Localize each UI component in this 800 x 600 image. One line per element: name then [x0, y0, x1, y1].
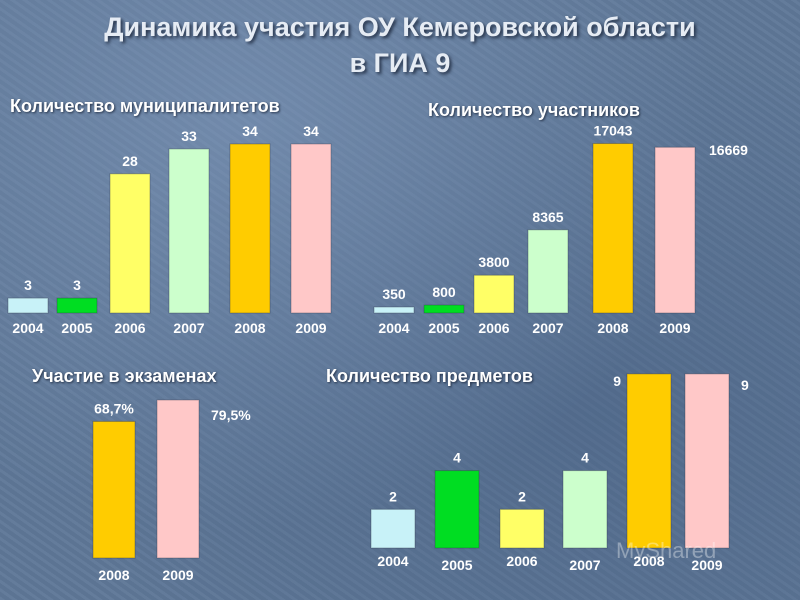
bar-municipalities-2008	[229, 143, 271, 314]
bar-participants-2006	[473, 274, 515, 314]
chart-title-participants: Количество участников	[428, 100, 640, 120]
bar-subjects-2004	[370, 508, 416, 549]
category-label-participants-2007: 2007	[532, 320, 563, 336]
category-label-municipalities-2009: 2009	[295, 320, 326, 336]
value-label-participants-2007: 8365	[532, 209, 563, 225]
value-label-participants-2008: 17043	[594, 123, 633, 139]
chart-subjects: 2 2004 4 2005 2 2006 4 2007 9 2008 9 2009	[370, 373, 749, 573]
bar-exam-2008	[92, 420, 136, 559]
bar-subjects-2009	[684, 373, 730, 549]
value-label-subjects-2007: 4	[581, 450, 589, 466]
chart-exam: 68,7% 2008 79,5% 2009	[92, 399, 251, 583]
value-label-subjects-2004: 2	[389, 488, 397, 504]
value-label-municipalities-2009: 34	[303, 123, 319, 139]
bar-participants-2009	[654, 146, 696, 314]
category-label-municipalities-2006: 2006	[114, 320, 145, 336]
value-label-participants-2006: 3800	[478, 254, 509, 270]
value-label-subjects-2006: 2	[518, 488, 526, 504]
category-label-subjects-2004: 2004	[377, 553, 408, 569]
category-label-participants-2004: 2004	[378, 320, 409, 336]
page-title: Динамика участия ОУ Кемеровской области	[104, 12, 696, 42]
bar-municipalities-2009	[290, 143, 332, 314]
watermark-text: MyShared	[616, 538, 717, 563]
page-subtitle: в ГИА 9	[349, 48, 451, 78]
category-label-municipalities-2004: 2004	[12, 320, 43, 336]
bar-subjects-2005	[434, 470, 480, 549]
category-label-participants-2006: 2006	[478, 320, 509, 336]
bar-participants-2004	[373, 306, 415, 314]
category-label-participants-2009: 2009	[659, 320, 690, 336]
category-label-subjects-2008: 2008	[633, 553, 664, 569]
bar-municipalities-2007	[168, 148, 210, 314]
category-label-subjects-2006: 2006	[506, 553, 537, 569]
bar-municipalities-2004	[7, 297, 49, 314]
bar-municipalities-2005	[56, 297, 98, 314]
chart-title-municipalities: Количество муниципалитетов	[10, 96, 280, 116]
value-label-exam-2008: 68,7%	[94, 400, 134, 416]
category-label-municipalities-2008: 2008	[234, 320, 265, 336]
value-label-participants-2005: 800	[432, 284, 456, 300]
value-label-municipalities-2005: 3	[73, 277, 81, 293]
chart-title-subjects: Количество предметов	[326, 366, 533, 386]
value-label-municipalities-2008: 34	[242, 123, 258, 139]
bar-municipalities-2006	[109, 173, 151, 314]
chart-municipalities: 3 2004 3 2005 28 2006 33 2007 34 2008 34 2009	[7, 123, 332, 336]
bar-participants-2007	[527, 229, 569, 314]
chart-participants: 350 2004 800 2005 3800 2006 8365 2007 17043 2008 1…	[373, 123, 748, 336]
category-label-subjects-2009: 2009	[691, 557, 722, 573]
value-label-municipalities-2007: 33	[181, 128, 197, 144]
bar-subjects-2008	[626, 373, 672, 549]
value-label-subjects-2005: 4	[453, 450, 461, 466]
chart-title-exam-participation: Участие в экзаменах	[32, 366, 217, 386]
bar-subjects-2007	[562, 470, 608, 549]
value-label-participants-2009: 16669	[709, 142, 748, 158]
category-label-exam-2008: 2008	[98, 567, 129, 583]
bar-participants-2008	[592, 143, 634, 314]
category-label-subjects-2007: 2007	[569, 557, 600, 573]
bar-participants-2005	[423, 304, 465, 314]
category-label-subjects-2005: 2005	[441, 557, 472, 573]
category-label-municipalities-2005: 2005	[61, 320, 92, 336]
value-label-municipalities-2006: 28	[122, 153, 138, 169]
value-label-municipalities-2004: 3	[24, 277, 32, 293]
value-label-subjects-2009: 9	[741, 377, 749, 393]
bar-exam-2009	[156, 399, 200, 559]
bar-subjects-2006	[499, 508, 545, 549]
value-label-exam-2009: 79,5%	[211, 407, 251, 423]
value-label-participants-2004: 350	[382, 286, 406, 302]
category-label-participants-2008: 2008	[597, 320, 628, 336]
value-label-subjects-2008: 9	[613, 373, 621, 389]
category-label-exam-2009: 2009	[162, 567, 193, 583]
category-label-participants-2005: 2005	[428, 320, 459, 336]
category-label-municipalities-2007: 2007	[173, 320, 204, 336]
